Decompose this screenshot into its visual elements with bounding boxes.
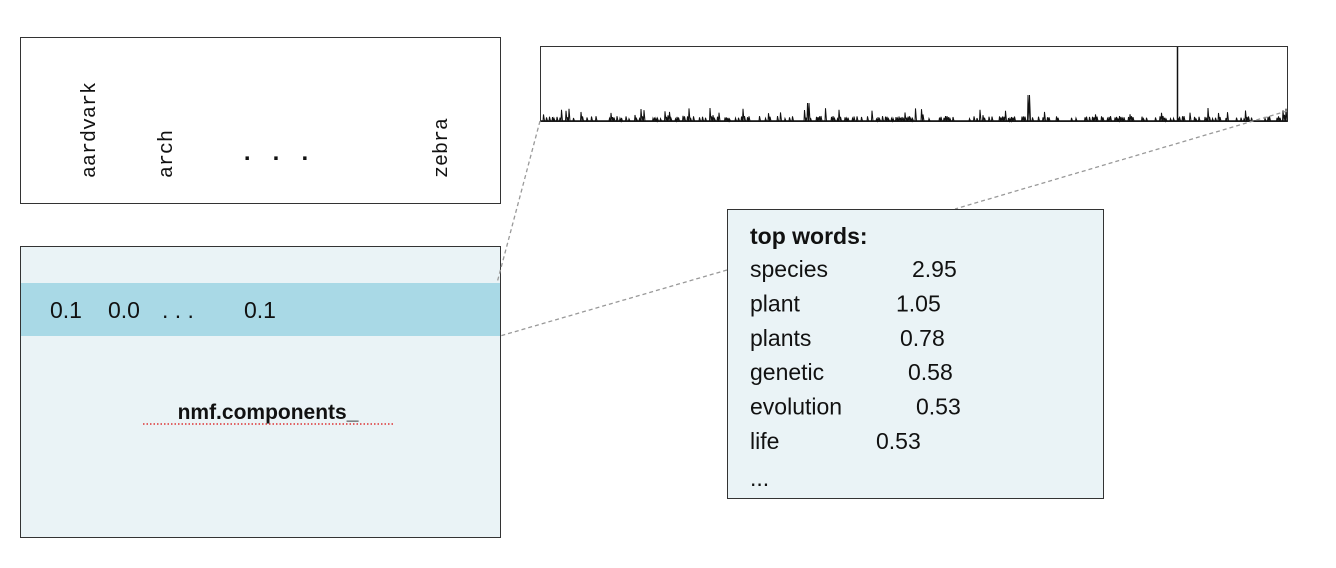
vocab-word: zebra (431, 118, 454, 178)
weight: 0.78 (900, 325, 945, 351)
top-words-more: ... (750, 465, 769, 491)
vocab-ellipsis: . . . (240, 141, 312, 168)
word: evolution (750, 394, 842, 420)
connector (499, 269, 728, 337)
row-value: 0.1 (50, 297, 82, 323)
row-value: 0.1 (244, 297, 276, 323)
weight: 2.95 (912, 256, 957, 282)
vocabulary-box (20, 37, 501, 204)
row-value: 0.0 (108, 297, 140, 323)
row-value: . . . (162, 297, 194, 323)
connector (954, 110, 1288, 210)
weight: 0.53 (916, 394, 961, 420)
top-words-title: top words: (750, 223, 868, 249)
word: species (750, 256, 828, 282)
word: life (750, 428, 779, 454)
connector (496, 120, 541, 284)
weight: 1.05 (896, 290, 941, 316)
weight: 0.53 (876, 428, 921, 454)
top-words-rows: species 2.95 plant 1.05 plants 0.78 genetic 0.5… (750, 256, 961, 454)
word: genetic (750, 359, 824, 385)
sparkline (541, 94, 1288, 123)
weight: 0.58 (908, 359, 953, 385)
components-label: nmf.components_ (178, 401, 359, 424)
sparkline-box (540, 46, 1288, 122)
word: plant (750, 290, 800, 316)
vocab-word: aardvark (79, 82, 102, 178)
top-words-box (727, 209, 1104, 499)
word: plants (750, 325, 811, 351)
highlight-row (21, 283, 500, 336)
vocab-word: arch (156, 130, 179, 178)
